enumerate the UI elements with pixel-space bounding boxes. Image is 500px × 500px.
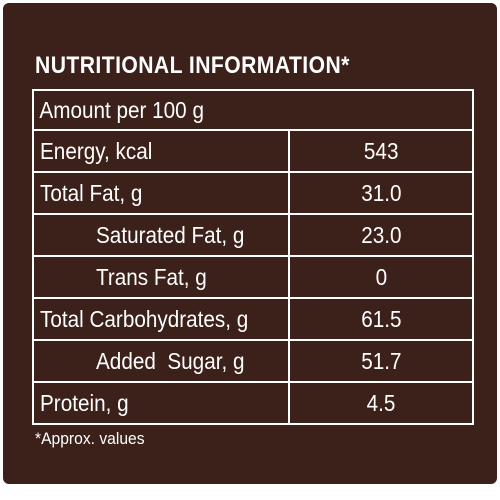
nutrient-label: Protein, g	[40, 389, 129, 416]
nutrient-row-protein: Protein, g 4.5	[34, 383, 472, 423]
nutrient-value: 543	[363, 137, 399, 164]
nutrient-value: 31.0	[360, 179, 402, 206]
serving-size-row: Amount per 100 g	[34, 91, 472, 131]
nutrition-table: Amount per 100 g Energy, kcal 543 Total …	[32, 89, 474, 425]
nutrient-label: Trans Fat, g	[96, 263, 207, 290]
serving-size-label: Amount per 100 g	[39, 96, 204, 123]
nutrient-row-total-carbohydrates: Total Carbohydrates, g 61.5	[34, 299, 472, 341]
nutrition-title: NUTRITIONAL INFORMATION*	[35, 52, 350, 79]
nutrient-value-cell: 61.5	[290, 299, 472, 339]
nutrient-value: 61.5	[360, 305, 402, 332]
nutrient-label-cell: Added Sugar, g	[34, 341, 290, 381]
nutrient-value-cell: 31.0	[290, 173, 472, 213]
nutrient-row-added-sugar: Added Sugar, g 51.7	[34, 341, 472, 383]
nutrient-label-cell: Total Fat, g	[34, 173, 290, 213]
nutrient-value-cell: 543	[290, 131, 472, 171]
nutrient-label-cell: Saturated Fat, g	[34, 215, 290, 255]
nutrient-value-cell: 23.0	[290, 215, 472, 255]
nutrient-row-trans-fat: Trans Fat, g 0	[34, 257, 472, 299]
nutrition-panel: NUTRITIONAL INFORMATION* Amount per 100 …	[3, 3, 497, 484]
nutrient-label-cell: Protein, g	[34, 383, 290, 423]
nutrient-row-energy: Energy, kcal 543	[34, 131, 472, 173]
nutrient-label: Added Sugar, g	[96, 347, 245, 374]
nutrient-label: Total Carbohydrates, g	[40, 305, 249, 332]
footnote: *Approx. values	[35, 429, 145, 448]
nutrient-label: Total Fat, g	[40, 179, 143, 206]
nutrient-value: 51.7	[360, 347, 402, 374]
nutrient-label-cell: Trans Fat, g	[34, 257, 290, 297]
nutrient-row-saturated-fat: Saturated Fat, g 23.0	[34, 215, 472, 257]
nutrient-value-cell: 51.7	[290, 341, 472, 381]
nutrient-value: 4.5	[366, 389, 396, 416]
nutrient-value: 23.0	[360, 221, 402, 248]
nutrient-value-cell: 0	[290, 257, 472, 297]
nutrient-label-cell: Total Carbohydrates, g	[34, 299, 290, 339]
nutrient-label: Saturated Fat, g	[96, 221, 245, 248]
nutrient-value-cell: 4.5	[290, 383, 472, 423]
nutrient-label-cell: Energy, kcal	[34, 131, 290, 171]
nutrient-row-total-fat: Total Fat, g 31.0	[34, 173, 472, 215]
nutrient-label: Energy, kcal	[40, 137, 153, 164]
nutrient-value: 0	[375, 263, 387, 290]
